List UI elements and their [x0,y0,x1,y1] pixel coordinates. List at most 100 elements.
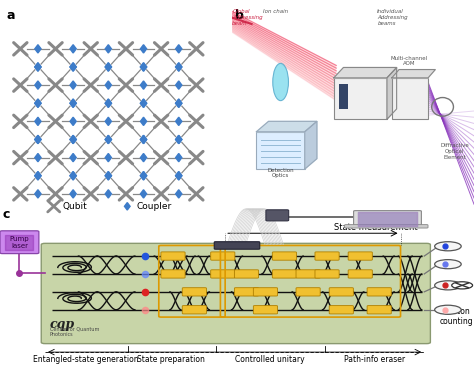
Polygon shape [35,63,41,71]
FancyBboxPatch shape [254,306,278,314]
Polygon shape [105,81,111,89]
FancyBboxPatch shape [234,270,259,278]
Polygon shape [70,81,76,89]
Polygon shape [140,99,146,107]
Text: b: b [235,10,244,23]
Polygon shape [175,135,182,144]
Polygon shape [70,154,76,162]
FancyBboxPatch shape [256,132,305,169]
Polygon shape [140,172,146,180]
Polygon shape [305,121,317,169]
Polygon shape [175,154,182,162]
Polygon shape [35,99,41,107]
Polygon shape [175,63,182,71]
FancyBboxPatch shape [41,243,430,344]
Text: Global
Addressing
beam: Global Addressing beam [232,10,263,26]
FancyBboxPatch shape [345,225,428,228]
FancyBboxPatch shape [296,288,320,296]
Polygon shape [105,63,111,71]
Polygon shape [140,45,146,53]
FancyBboxPatch shape [392,78,428,119]
FancyBboxPatch shape [161,270,185,278]
FancyBboxPatch shape [315,252,339,260]
Text: State preparation: State preparation [137,355,205,364]
Polygon shape [35,117,41,125]
Text: Centre for Quantum
Photonics: Centre for Quantum Photonics [50,326,99,337]
Text: Individual
Addressing
beams: Individual Addressing beams [377,10,408,26]
FancyBboxPatch shape [214,242,260,249]
FancyBboxPatch shape [296,270,320,278]
Polygon shape [140,99,146,107]
Circle shape [435,242,461,251]
Polygon shape [334,67,397,78]
Text: Entangled-state generation: Entangled-state generation [33,355,138,364]
Text: a: a [7,10,16,23]
Text: State measurement: State measurement [334,223,417,232]
Polygon shape [105,99,111,107]
FancyBboxPatch shape [210,252,235,260]
Polygon shape [70,135,76,144]
Polygon shape [105,63,111,71]
FancyBboxPatch shape [210,270,235,278]
Polygon shape [387,67,397,119]
Polygon shape [105,45,111,53]
Polygon shape [175,172,182,180]
FancyBboxPatch shape [348,270,373,278]
Polygon shape [70,99,76,107]
FancyBboxPatch shape [329,288,353,296]
Polygon shape [105,99,111,107]
Polygon shape [70,63,76,71]
Polygon shape [105,172,111,180]
Polygon shape [105,135,111,144]
Polygon shape [140,81,146,89]
Text: cqp: cqp [50,318,75,331]
FancyBboxPatch shape [254,288,278,296]
Circle shape [435,260,461,269]
PathPatch shape [232,11,336,101]
FancyBboxPatch shape [329,306,353,314]
Text: Ion chain: Ion chain [263,10,288,14]
FancyBboxPatch shape [266,210,289,221]
Text: Diffractive
Optical
Element: Diffractive Optical Element [440,143,469,160]
FancyBboxPatch shape [338,84,348,109]
Polygon shape [175,63,182,71]
FancyBboxPatch shape [161,252,185,260]
Polygon shape [35,135,41,144]
Polygon shape [140,135,146,144]
Polygon shape [70,117,76,125]
Text: Pump
laser: Pump laser [9,236,29,249]
Polygon shape [70,135,76,144]
Polygon shape [35,99,41,107]
Circle shape [452,282,473,289]
FancyBboxPatch shape [182,306,206,314]
Polygon shape [175,99,182,107]
Polygon shape [35,81,41,89]
Polygon shape [175,99,182,107]
Ellipse shape [273,63,289,101]
Text: Path-info eraser: Path-info eraser [344,355,405,364]
Polygon shape [35,154,41,162]
Text: c: c [2,208,10,221]
Polygon shape [70,172,76,180]
Polygon shape [105,154,111,162]
FancyBboxPatch shape [334,78,387,119]
Polygon shape [35,172,41,180]
Polygon shape [35,172,41,180]
FancyBboxPatch shape [272,252,297,260]
Polygon shape [35,135,41,144]
Polygon shape [125,203,130,210]
Polygon shape [70,190,76,198]
Text: Controlled unitary: Controlled unitary [236,355,305,364]
Polygon shape [140,172,146,180]
Polygon shape [256,121,317,132]
Polygon shape [140,63,146,71]
FancyBboxPatch shape [354,211,421,228]
Polygon shape [70,99,76,107]
FancyBboxPatch shape [367,306,392,314]
Polygon shape [140,190,146,198]
Polygon shape [105,117,111,125]
Text: Detection
Optics: Detection Optics [267,168,294,178]
Polygon shape [35,190,41,198]
Text: Multi-channel
AOM: Multi-channel AOM [390,56,427,67]
Polygon shape [70,45,76,53]
